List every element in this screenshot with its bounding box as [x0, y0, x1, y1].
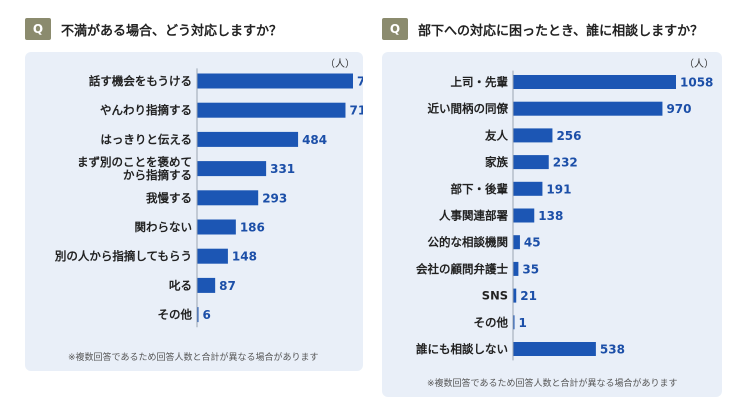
bar-10 [513, 315, 515, 330]
bar-2 [513, 101, 663, 116]
bar-3 [513, 128, 553, 143]
category-label: 話す機会をもうける [89, 74, 192, 88]
bar-8 [197, 277, 216, 293]
category-label: 別の人から指摘してもらう [54, 249, 192, 263]
value-label: 6 [203, 308, 211, 322]
category-label: 友人 [485, 128, 508, 142]
bar-6 [197, 219, 236, 235]
bar-9 [513, 288, 517, 303]
category-label: まず別のことを褒めて [77, 155, 192, 169]
question-header-left: Q 不満がある場合、どう対応しますか？ [25, 16, 282, 42]
bar-5 [513, 181, 543, 196]
value-label: 186 [240, 221, 265, 235]
unit-label-left: （人） [325, 59, 355, 70]
bar-8 [513, 261, 519, 276]
question-badge: Q [382, 18, 408, 40]
category-label: 家族 [485, 155, 508, 169]
category-label: 部下・後輩 [451, 182, 509, 196]
bar-5 [197, 190, 259, 206]
value-label: 191 [546, 182, 571, 196]
category-label: 関わらない [135, 220, 193, 234]
value-label: 331 [270, 162, 295, 176]
category-label: 上司・先輩 [451, 75, 509, 89]
value-label: 45 [524, 236, 541, 250]
category-label: 人事関連部署 [439, 209, 508, 223]
bar-7 [513, 235, 520, 250]
bar-11 [513, 342, 596, 356]
value-label: 256 [556, 129, 581, 143]
category-label: から指摘する [123, 168, 192, 182]
value-label: 970 [666, 102, 691, 116]
category-label: はっきりと伝える [100, 132, 192, 146]
bar-9 [197, 307, 199, 323]
category-label: 近い間柄の同僚 [428, 102, 509, 116]
category-label: その他 [158, 308, 193, 322]
bar-2 [197, 102, 346, 118]
bar-chart-right: 1058 上司・先輩 970 近い間柄の同僚 256 友人 232 家族 191 部下・後輩 138… [415, 70, 713, 361]
question-header-right: Q 部下への対応に困ったとき、誰に相談しますか？ [382, 16, 703, 42]
value-label: 232 [553, 156, 578, 170]
chart-title-left: 不満がある場合、どう対応しますか？ [61, 23, 283, 39]
bar-4 [197, 161, 267, 177]
category-label: 会社の顧問弁護士 [415, 262, 508, 276]
bar-7 [197, 248, 228, 264]
bar-4 [513, 155, 549, 170]
unit-label-right: （人） [684, 59, 714, 70]
bar-3 [197, 131, 299, 147]
value-label: 484 [302, 133, 327, 147]
value-label: 747 [357, 75, 363, 89]
value-label: 1 [519, 316, 527, 330]
value-label: 711 [349, 104, 363, 118]
chart-panel-left: （人） 747 話す機会をもうける 711 やんわり指摘する 484 はっきりと伝える 33… [25, 52, 363, 371]
value-label: 293 [262, 191, 287, 205]
question-badge: Q [25, 18, 51, 40]
bar-1 [197, 73, 353, 89]
category-label: その他 [474, 315, 509, 329]
value-label: 138 [538, 209, 563, 223]
footnote-left: ※複数回答であるため回答人数と合計が異なる場合があります [68, 353, 319, 363]
bar-1 [513, 75, 676, 89]
value-label: 538 [600, 343, 625, 357]
category-label: SNS [482, 289, 508, 303]
category-label: 公的な相談機関 [428, 235, 509, 249]
chart-panel-right: （人） 1058 上司・先輩 970 近い間柄の同僚 256 友人 232 家族 191 部下・後… [382, 52, 722, 397]
value-label: 1058 [680, 76, 713, 90]
category-label: やんわり指摘する [100, 103, 192, 117]
value-label: 148 [232, 250, 257, 264]
value-label: 35 [522, 262, 539, 276]
bar-chart-left: 747 話す機会をもうける 711 やんわり指摘する 484 はっきりと伝える 331 まず別… [54, 68, 363, 328]
category-label: 叱る [169, 278, 192, 292]
value-label: 87 [219, 279, 236, 293]
category-label: 我慢する [146, 191, 192, 205]
bar-6 [513, 208, 535, 223]
footnote-right: ※複数回答であるため回答人数と合計が異なる場合があります [427, 379, 678, 389]
chart-title-right: 部下への対応に困ったとき、誰に相談しますか？ [418, 23, 704, 39]
category-label: 誰にも相談しない [416, 342, 508, 356]
value-label: 21 [520, 289, 537, 303]
